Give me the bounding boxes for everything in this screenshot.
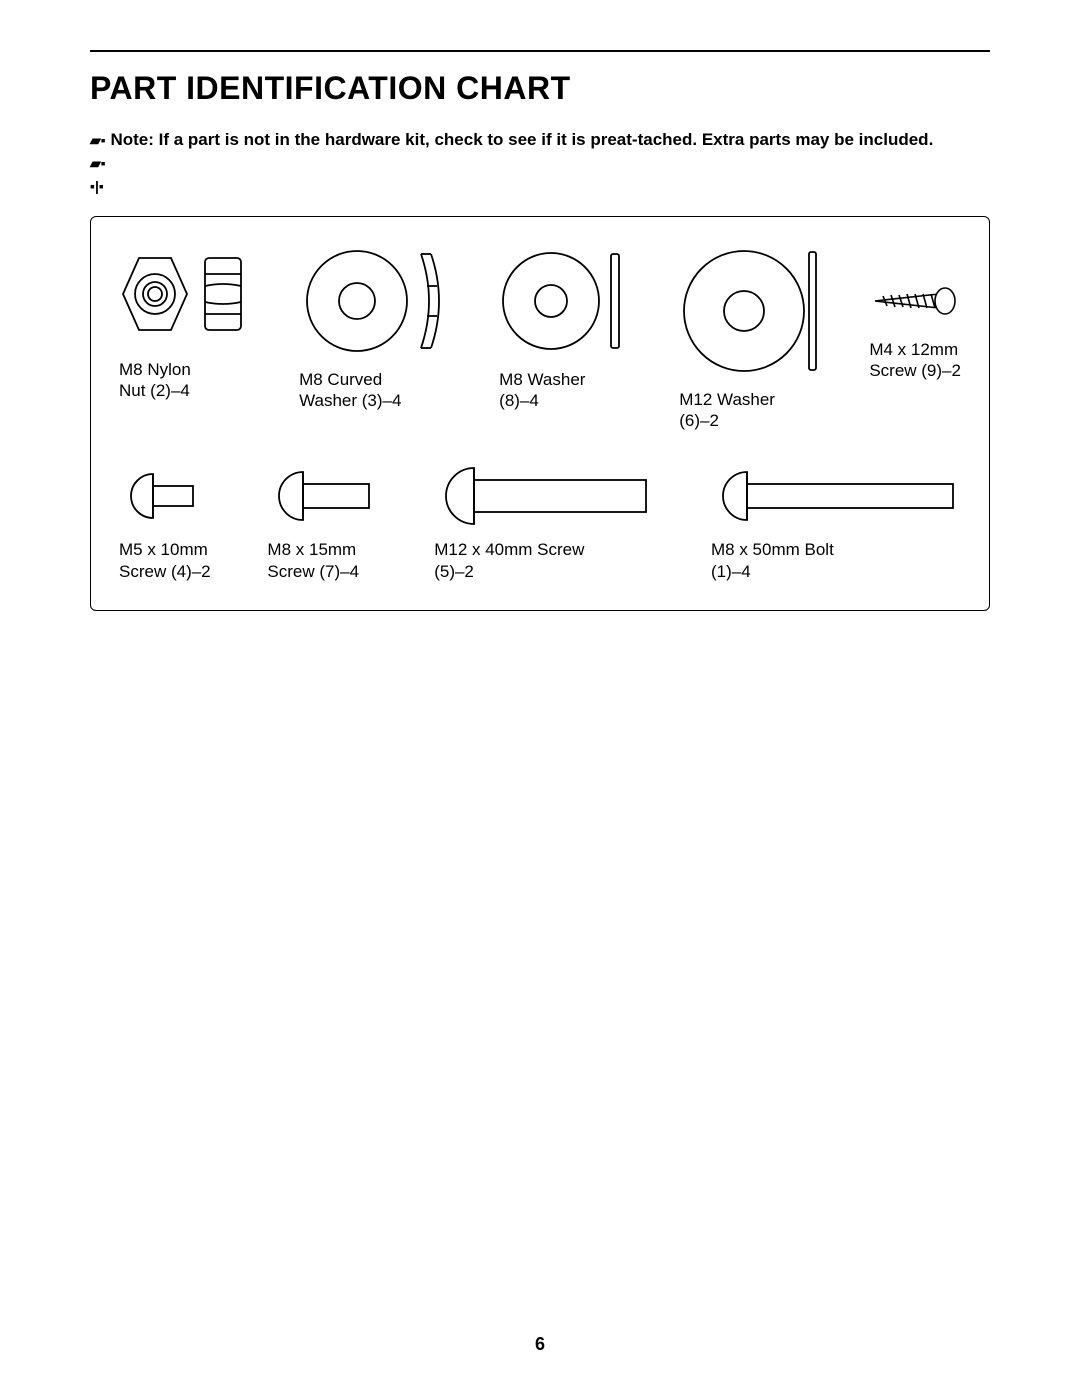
parts-row-1: M8 Nylon Nut (2)–4	[119, 241, 961, 432]
part-label: M5 x 10mm	[119, 539, 208, 560]
part-m8-bolt: M8 x 50mm Bolt (1)–4	[711, 461, 961, 582]
large-washer-icon	[679, 246, 819, 376]
part-label: Washer (3)–4	[299, 390, 401, 411]
corrupted-glyphs: ▰▪ ▰▪ ▪|▪	[90, 129, 106, 198]
part-label: Screw (4)–2	[119, 561, 211, 582]
part-label: M8 Washer	[499, 369, 585, 390]
part-label: M4 x 12mm	[869, 339, 958, 360]
washer-icon	[499, 246, 629, 356]
part-m8-screw: M8 x 15mm Screw (7)–4	[267, 461, 377, 582]
part-label: (1)–4	[711, 561, 751, 582]
part-nylon-nut: M8 Nylon Nut (2)–4	[119, 241, 249, 402]
wood-screw-icon	[869, 286, 959, 316]
part-label: Nut (2)–4	[119, 380, 190, 401]
note-text: Note: If a part is not in the hardware k…	[110, 130, 933, 149]
part-m8-washer: M8 Washer (8)–4	[499, 241, 629, 412]
parts-row-2: M5 x 10mm Screw (4)–2 M8 x 15mm Screw (7…	[119, 461, 961, 582]
part-m12-washer: M12 Washer (6)–2	[679, 241, 819, 432]
bolt-icon	[267, 468, 377, 524]
part-label: M12 Washer	[679, 389, 775, 410]
part-label: Screw (9)–2	[869, 360, 961, 381]
part-label: (5)–2	[434, 561, 474, 582]
page-container: PART IDENTIFICATION CHART ▰▪ ▰▪ ▪|▪ Note…	[0, 0, 1080, 611]
part-m12-screw: M12 x 40mm Screw (5)–2	[434, 461, 654, 582]
page-number: 6	[0, 1334, 1080, 1355]
intro-paragraph: ▰▪ ▰▪ ▪|▪ Note: If a part is not in the …	[90, 129, 990, 198]
part-label: (6)–2	[679, 410, 719, 431]
page-title: PART IDENTIFICATION CHART	[90, 70, 990, 107]
part-label: M8 Nylon	[119, 359, 191, 380]
part-label: M8 x 50mm Bolt	[711, 539, 834, 560]
part-label: M8 Curved	[299, 369, 382, 390]
part-label: Screw (7)–4	[267, 561, 359, 582]
part-label: M12 x 40mm Screw	[434, 539, 584, 560]
part-m4-screw: M4 x 12mm Screw (9)–2	[869, 271, 961, 382]
short-bolt-icon	[119, 468, 199, 524]
part-m5-screw: M5 x 10mm Screw (4)–2	[119, 461, 211, 582]
nut-icon	[119, 246, 249, 346]
top-rule	[90, 50, 990, 52]
chart-box: M8 Nylon Nut (2)–4	[90, 216, 990, 611]
part-label: M8 x 15mm	[267, 539, 356, 560]
curved-washer-icon	[299, 246, 449, 356]
long-bolt-icon	[711, 468, 961, 524]
part-label: (8)–4	[499, 390, 539, 411]
part-curved-washer: M8 Curved Washer (3)–4	[299, 241, 449, 412]
long-bolt-icon	[434, 466, 654, 526]
